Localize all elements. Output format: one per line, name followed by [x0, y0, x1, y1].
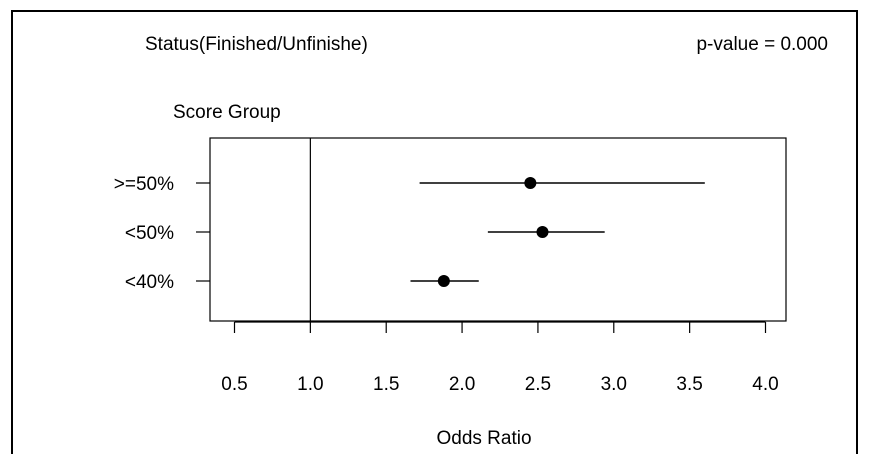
x-axis-title: Odds Ratio: [436, 428, 531, 449]
point-estimate: [536, 226, 549, 238]
plot-area-border: [209, 137, 787, 322]
x-tick-label: 1.0: [297, 374, 323, 395]
y-axis-title: Score Group: [173, 102, 281, 123]
x-tick-label: 2.5: [525, 374, 551, 395]
x-tick-label: 3.5: [676, 374, 702, 395]
point-estimate: [437, 275, 450, 287]
point-estimate: [524, 177, 537, 189]
y-tick-label: <40%: [125, 272, 174, 293]
y-tick-label: >=50%: [114, 174, 174, 195]
figure-border: [11, 10, 858, 454]
chart-title: Status(Finished/Unfinishe): [145, 34, 368, 55]
x-tick-label: 0.5: [221, 374, 247, 395]
forest-marks: [410, 177, 705, 287]
x-tick-label: 3.0: [601, 374, 627, 395]
y-tick-label: <50%: [125, 223, 174, 244]
x-tick-label: 4.0: [752, 374, 778, 395]
x-tick-label: 2.0: [449, 374, 475, 395]
p-value-annotation: p-value = 0.000: [696, 34, 828, 55]
x-tick-label: 1.5: [373, 374, 399, 395]
x-axis: 0.5 1.0 1.5 2.0 2.5 3.0 3.5 4.0: [221, 321, 779, 395]
y-axis: >=50% <50% <40%: [114, 174, 210, 293]
